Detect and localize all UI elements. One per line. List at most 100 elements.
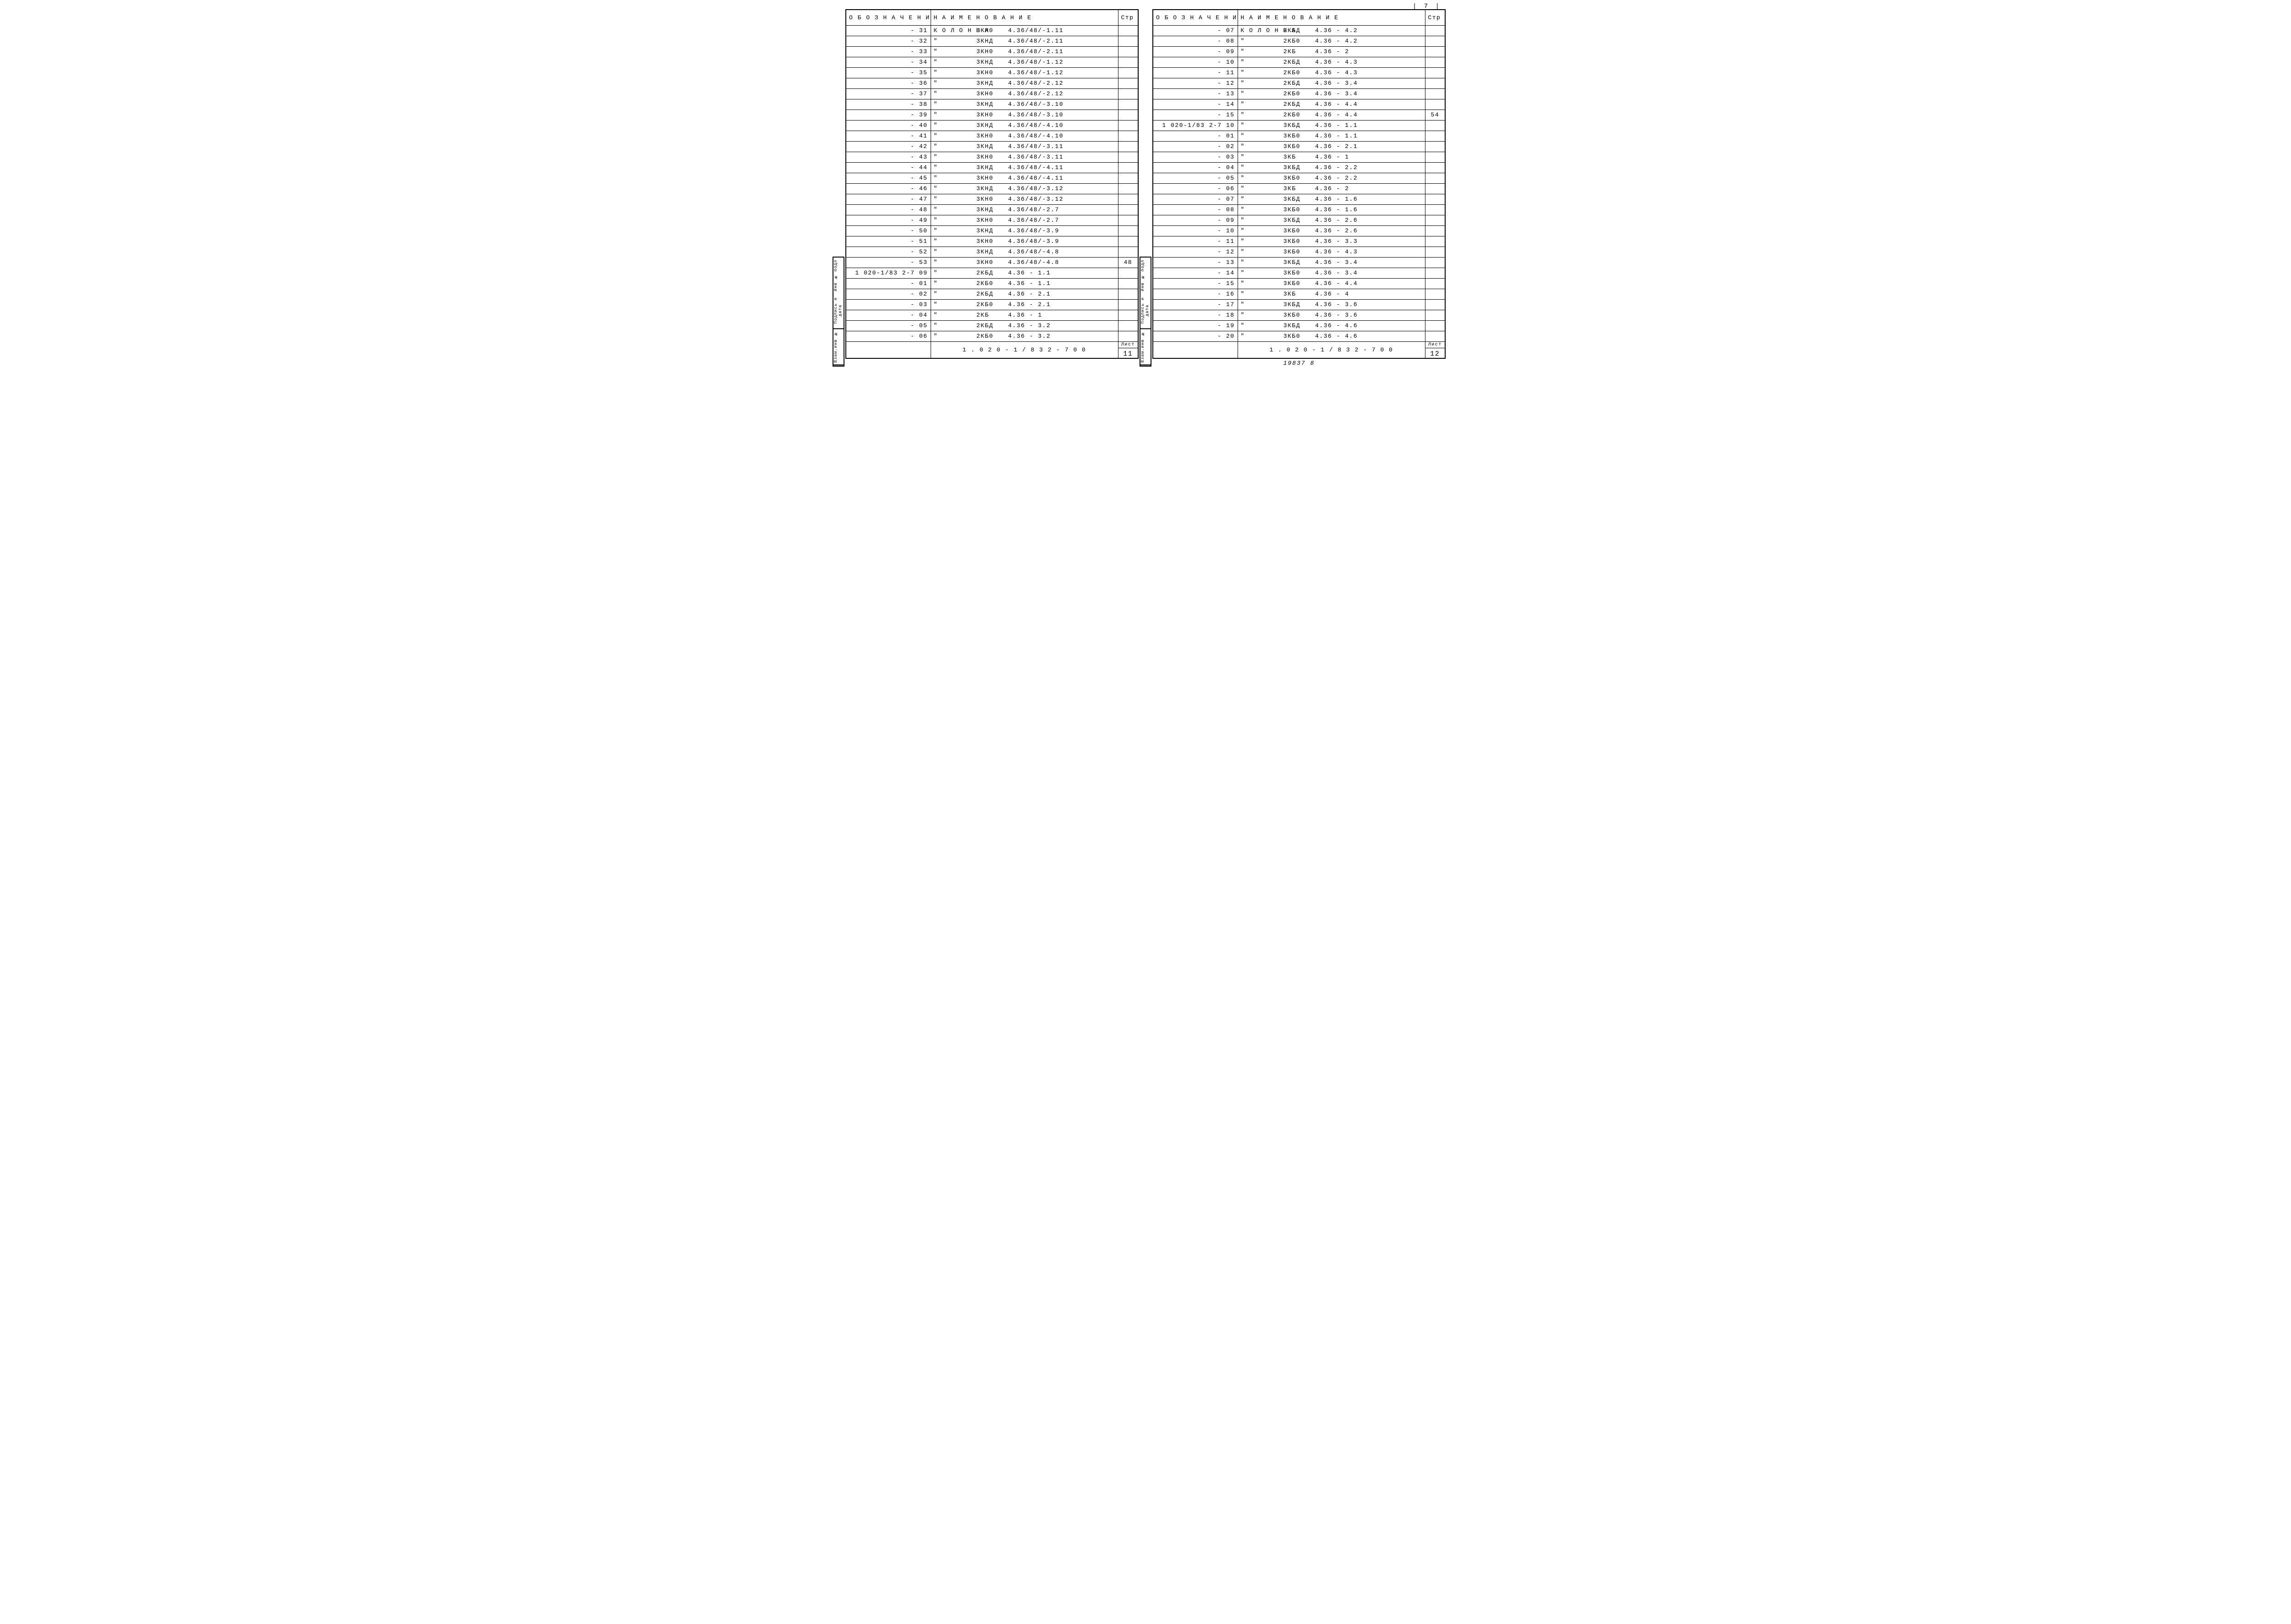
sheet-label: Лист (1425, 342, 1445, 348)
cell-designation: - 51 (846, 236, 931, 247)
cell-name: " 3КБ 4.36 - 4 (1238, 289, 1425, 299)
cell-designation: - 40 (846, 120, 931, 131)
cell-designation: - 14 (1153, 99, 1238, 110)
sidebar-cell: Взам.инв № (1140, 329, 1151, 365)
table-row: - 19" 3КБД 4.36 - 4.6 (1153, 320, 1445, 331)
cell-designation: - 04 (846, 310, 931, 320)
cell-designation: - 44 (846, 162, 931, 173)
table-row: - 41" 3КН0 4.36/48/-4.10 (846, 131, 1138, 141)
col-designation: О Б О З Н А Ч Е Н И Е (1153, 10, 1238, 25)
cell-page (1118, 183, 1138, 194)
cell-name: " 3КН0 4.36/48/-4.10 (931, 131, 1118, 141)
cell-name: " 2КБ0 4.36 - 4.4 (1238, 110, 1425, 120)
cell-page (1425, 310, 1445, 320)
cell-designation: - 34 (846, 57, 931, 67)
cell-designation: - 20 (1153, 331, 1238, 341)
col-page: Стр (1118, 10, 1138, 25)
cell-designation: - 09 (1153, 215, 1238, 225)
cell-name: " 2КБД 4.36 - 1.1 (931, 268, 1118, 278)
cell-page (1118, 173, 1138, 183)
cell-name: " 2КБ0 4.36 - 2.1 (931, 299, 1118, 310)
table-row: - 43" 3КН0 4.36/48/-3.11 (846, 152, 1138, 162)
cell-name: " 2КБД 4.36 - 2.1 (931, 289, 1118, 299)
cell-designation: - 03 (1153, 152, 1238, 162)
cell-name: " 3КНД 4.36/48/-2.12 (931, 78, 1118, 88)
table-row: - 49" 3КН0 4.36/48/-2.7 (846, 215, 1138, 225)
cell-page (1425, 99, 1445, 110)
table-row: - 12" 3КБ0 4.36 - 4.3 (1153, 247, 1445, 257)
cell-page (1118, 236, 1138, 247)
cell-page (1118, 162, 1138, 173)
cell-page (1425, 225, 1445, 236)
cell-name: " 2КБ 4.36 - 2 (1238, 46, 1425, 57)
cell-page (1118, 320, 1138, 331)
table-row: - 10" 3КБ0 4.36 - 2.6 (1153, 225, 1445, 236)
cell-name: " 2КБД 4.36 - 3.4 (1238, 78, 1425, 88)
cell-page (1425, 289, 1445, 299)
binding-sidebar: Инв № подл Подпись и дата Взам.инв № (1140, 257, 1151, 367)
spec-table-left: О Б О З Н А Ч Е Н И Е Н А И М Е Н О В А … (845, 9, 1139, 359)
cell-page (1118, 110, 1138, 120)
cell-designation: - 52 (846, 247, 931, 257)
table-row: - 12" 2КБД 4.36 - 3.4 (1153, 78, 1445, 88)
cell-name: " 3КН0 4.36/48/-3.12 (931, 194, 1118, 204)
cell-name: " 2КБ0 4.36 - 3.4 (1238, 88, 1425, 99)
cell-page (1425, 299, 1445, 310)
cell-name: " 3КБ 4.36 - 1 (1238, 152, 1425, 162)
cell-page (1118, 46, 1138, 57)
cell-designation: - 08 (1153, 36, 1238, 46)
cell-page (1118, 289, 1138, 299)
cell-page (1425, 183, 1445, 194)
cell-page: 54 (1425, 110, 1445, 120)
cell-designation: - 02 (846, 289, 931, 299)
col-designation: О Б О З Н А Ч Е Н И Е (846, 10, 931, 25)
cell-page (1425, 152, 1445, 162)
binding-sidebar: Инв № подл Подпись и дата Взам.инв № (833, 257, 844, 367)
cell-designation: - 11 (1153, 67, 1238, 78)
cell-name: " 3КБ0 4.36 - 1.1 (1238, 131, 1425, 141)
cell-page (1425, 257, 1445, 268)
table-row: - 13" 3КБД 4.36 - 3.4 (1153, 257, 1445, 268)
cell-name: " 3КНД 4.36/48/-1.12 (931, 57, 1118, 67)
table-row: - 04" 3КБД 4.36 - 2.2 (1153, 162, 1445, 173)
cell-designation: - 15 (1153, 110, 1238, 120)
cell-page (1118, 204, 1138, 215)
cell-page (1118, 194, 1138, 204)
cell-name: " 2КБД 4.36 - 3.2 (931, 320, 1118, 331)
cell-designation: 1 020-1/83 2-7 10 (1153, 120, 1238, 131)
sheet-cell: Лист 12 (1425, 341, 1445, 358)
col-page: Стр (1425, 10, 1445, 25)
cell-name: " 3КБ0 4.36 - 1.6 (1238, 204, 1425, 215)
cell-name: " 3КНД 4.36/48/-3.12 (931, 183, 1118, 194)
cell-page (1425, 247, 1445, 257)
cell-page (1425, 278, 1445, 289)
cell-name: " 3КБД 4.36 - 3.4 (1238, 257, 1425, 268)
cell-name: " 3КБ0 4.36 - 4.4 (1238, 278, 1425, 289)
cell-page (1118, 25, 1138, 36)
table-row: - 07К О Л О Н Н А 2КБД 4.36 - 4.2 (1153, 25, 1445, 36)
sidebar-cell: Подпись и дата (1140, 293, 1151, 329)
cell-page (1118, 141, 1138, 152)
cell-name: " 3КНД 4.36/48/-4.10 (931, 120, 1118, 131)
cell-designation: - 47 (846, 194, 931, 204)
cell-designation: 1 020-1/83 2-7 09 (846, 268, 931, 278)
cell-page (1118, 152, 1138, 162)
cell-designation: - 13 (1153, 257, 1238, 268)
cell-name: " 2КБ0 4.36 - 3.2 (931, 331, 1118, 341)
cell-name: " 3КН0 4.36/48/-3.9 (931, 236, 1118, 247)
table-row: - 09" 3КБД 4.36 - 2.6 (1153, 215, 1445, 225)
cell-page (1118, 131, 1138, 141)
cell-designation: - 10 (1153, 57, 1238, 67)
table-row: - 20" 3КБ0 4.36 - 4.6 (1153, 331, 1445, 341)
table-row: - 06" 3КБ 4.36 - 2 (1153, 183, 1445, 194)
cell-designation: - 32 (846, 36, 931, 46)
sheet-cell: Лист 11 (1118, 341, 1138, 358)
cell-name: " 3КН0 4.36/48/-2.7 (931, 215, 1118, 225)
cell-name: " 3КБ 4.36 - 2 (1238, 183, 1425, 194)
cell-page (1425, 57, 1445, 67)
cell-name: " 3КБ0 4.36 - 4.3 (1238, 247, 1425, 257)
cell-name: " 3КНД 4.36/48/-4.8 (931, 247, 1118, 257)
cell-name: " 2КБД 4.36 - 4.3 (1238, 57, 1425, 67)
table-row: 1 020-1/83 2-7 10" 3КБД 4.36 - 1.1 (1153, 120, 1445, 131)
cell-designation: - 05 (1153, 173, 1238, 183)
